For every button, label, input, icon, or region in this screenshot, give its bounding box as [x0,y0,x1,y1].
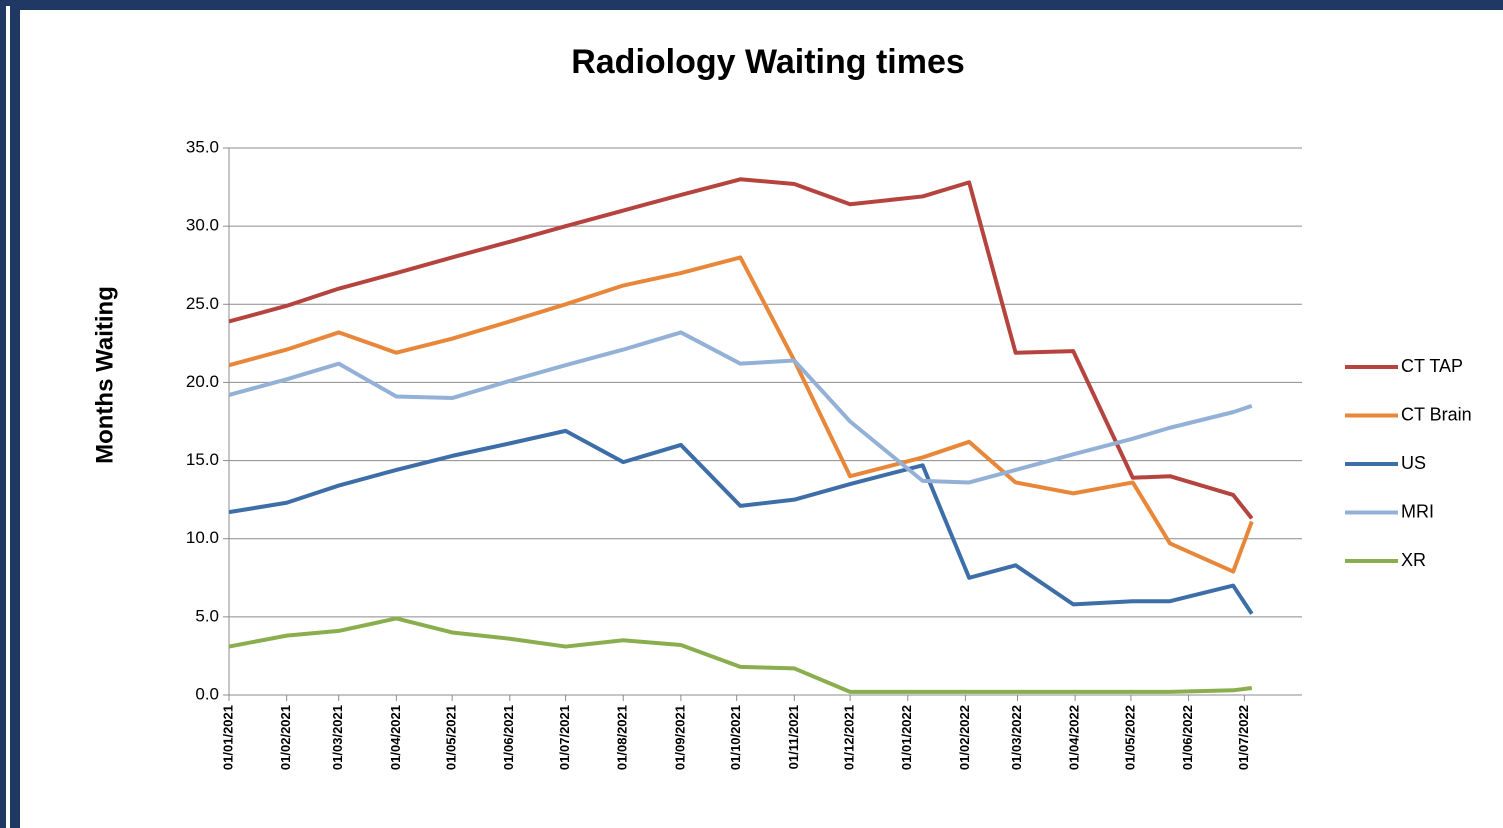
legend-label: US [1401,453,1426,473]
y-tick-label: 25.0 [186,294,219,313]
x-tick-label: 01/04/2022 [1067,705,1082,770]
y-tick-label: 30.0 [186,216,219,235]
y-tick-label: 20.0 [186,372,219,391]
legend-label: CT TAP [1401,356,1463,376]
y-tick-label: 35.0 [186,137,219,156]
chart-area [20,10,1503,828]
x-tick-label: 01/12/2021 [842,705,857,770]
x-tick-label: 01/01/2022 [899,705,914,770]
series-line [228,177,1254,520]
series-line [228,255,1254,574]
y-axis-title: Months Waiting [91,286,118,464]
x-tick-label: 01/01/2021 [220,705,235,770]
frame-gap [6,6,10,828]
legend-label: MRI [1401,501,1434,521]
x-tick-label: 01/07/2021 [557,705,572,770]
x-tick-label: 01/10/2021 [728,705,743,770]
x-tick-label: 01/06/2021 [501,705,516,770]
x-tick-label: 01/04/2021 [388,705,403,770]
x-tick-label: 01/03/2022 [1009,705,1024,770]
legend-label: CT Brain [1401,404,1472,424]
y-tick-label: 0.0 [195,684,219,703]
series-line [228,428,1254,615]
series-line [228,330,1253,485]
chart-title: Radiology Waiting times [571,43,965,81]
x-tick-label: 01/11/2021 [786,705,801,769]
y-tick-label: 15.0 [186,450,219,469]
x-tick-label: 01/02/2022 [957,705,972,770]
x-tick-label: 01/05/2021 [444,705,459,770]
x-tick-label: 01/02/2021 [278,705,293,770]
x-tick-label: 01/06/2022 [1180,705,1195,770]
y-tick-label: 5.0 [195,606,219,625]
series-line [228,616,1253,694]
x-tick-label: 01/05/2022 [1122,705,1137,770]
x-tick-label: 01/03/2021 [330,705,345,770]
x-tick-label: 01/08/2021 [615,705,630,770]
y-tick-label: 10.0 [186,528,219,547]
x-tick-label: 01/07/2022 [1236,705,1251,770]
x-tick-label: 01/09/2021 [672,705,687,770]
legend-label: XR [1401,550,1426,570]
